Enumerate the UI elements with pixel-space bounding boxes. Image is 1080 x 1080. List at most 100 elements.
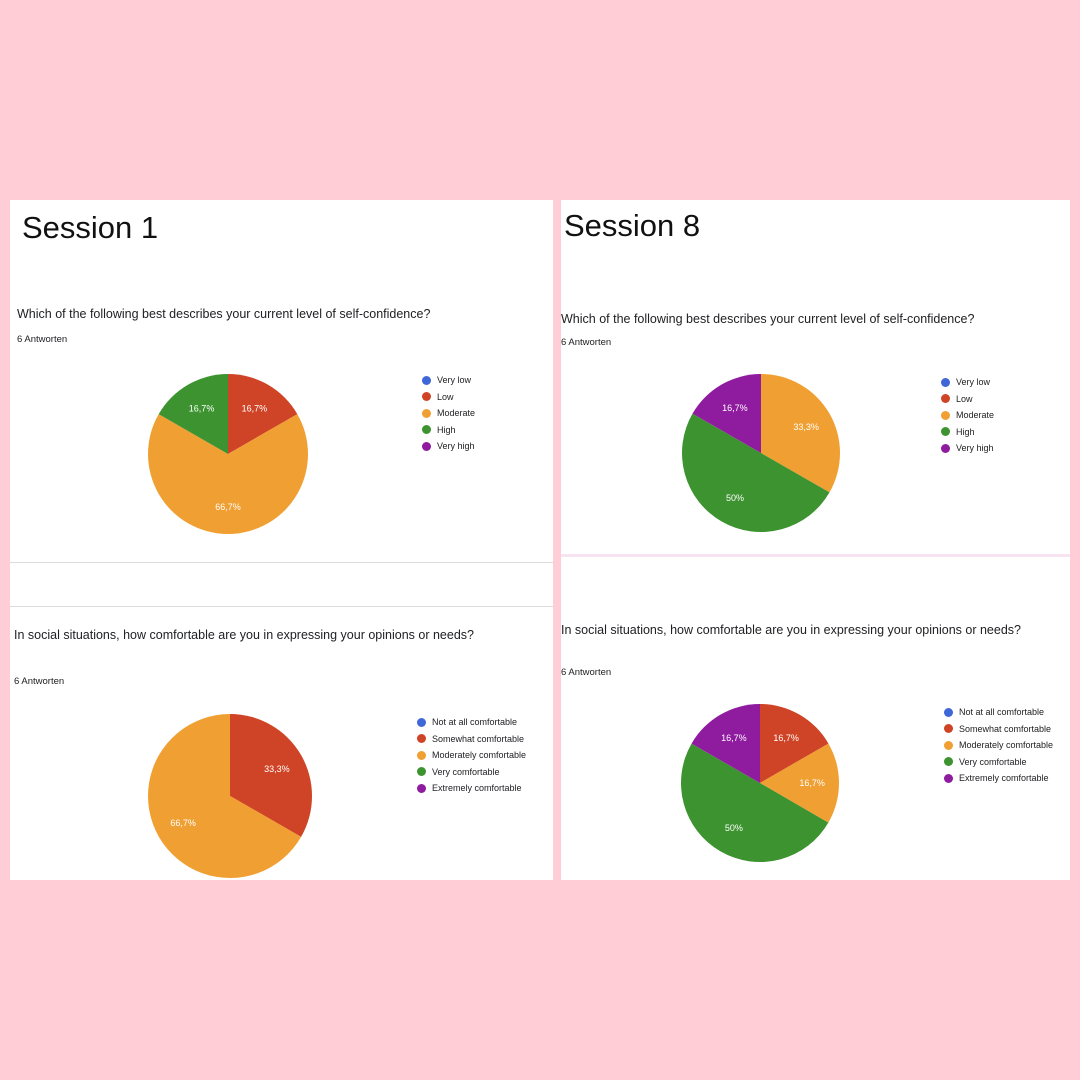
legend-swatch: [417, 750, 426, 760]
legend-swatch: [944, 773, 953, 783]
slice-label: 33,3%: [793, 422, 819, 432]
slice-label: 16,7%: [799, 778, 825, 788]
pie-slice: [158, 374, 228, 454]
legend-swatch: [941, 410, 950, 420]
legend-item: Somewhat comfortable: [944, 721, 1053, 738]
legend-swatch: [941, 394, 950, 404]
legend-item: Moderate: [422, 405, 475, 422]
legend-label: Extremely comfortable: [959, 773, 1049, 784]
divider: [561, 554, 1070, 557]
slice-label: 50%: [725, 823, 743, 833]
slice-label: 33,3%: [264, 764, 290, 774]
legend-label: Moderate: [437, 408, 476, 419]
slice-label: 16,7%: [189, 403, 215, 413]
legend-label: Very low: [437, 375, 472, 386]
legend-swatch: [944, 757, 953, 767]
legend-swatch: [944, 707, 953, 717]
legend-label: Very high: [956, 443, 994, 454]
session-8-panel: Session 8 Which of the following best de…: [561, 200, 1070, 880]
pie-slice: [760, 704, 829, 783]
response-count: 6 Antworten: [14, 676, 65, 687]
pie-slice: [691, 704, 760, 783]
response-count: 6 Antworten: [17, 334, 68, 345]
legend-swatch: [417, 783, 426, 793]
legend-swatch: [422, 425, 431, 435]
slice-label: 66,7%: [215, 502, 241, 512]
legend-label: Moderately comfortable: [432, 750, 527, 761]
chart-legend: Not at all comfortable Somewhat comfortab…: [944, 704, 1053, 787]
legend-swatch: [422, 408, 431, 418]
session-title: Session 1: [22, 210, 159, 245]
legend-item: Moderately comfortable: [944, 737, 1053, 754]
legend-label: Moderately comfortable: [959, 740, 1054, 751]
legend-label: Somewhat comfortable: [432, 733, 525, 744]
legend-swatch: [944, 740, 953, 750]
legend-item: Very comfortable: [417, 764, 526, 781]
session-1-panel: Session 1 Which of the following best de…: [10, 200, 553, 880]
slice-label: 50%: [726, 493, 744, 503]
question-title: Which of the following best describes yo…: [17, 307, 431, 321]
legend-item: High: [941, 424, 994, 441]
legend-item: Very low: [422, 372, 475, 389]
divider: [10, 606, 553, 607]
legend-swatch: [422, 441, 431, 451]
response-count: 6 Antworten: [561, 337, 612, 348]
legend-swatch: [941, 443, 950, 453]
legend-swatch: [417, 767, 426, 777]
slice-label: 66,7%: [170, 818, 196, 828]
legend-item: Low: [941, 391, 994, 408]
legend-label: Very low: [956, 377, 991, 388]
legend-swatch: [944, 724, 953, 734]
pie-slice: [761, 374, 840, 493]
legend-label: High: [437, 424, 456, 435]
legend-swatch: [941, 377, 950, 387]
legend-label: Very comfortable: [959, 756, 1027, 767]
pie-chart: 16,7% 66,7% 16,7%: [147, 374, 308, 534]
legend-item: Very high: [422, 438, 475, 455]
question-title: In social situations, how comfortable ar…: [14, 628, 474, 642]
legend-item: Very comfortable: [944, 754, 1053, 771]
legend-label: Somewhat comfortable: [959, 723, 1052, 734]
legend-label: Low: [437, 391, 454, 402]
session-title: Session 8: [564, 208, 701, 243]
question-title: Which of the following best describes yo…: [561, 312, 975, 326]
slice-label: 16,7%: [722, 403, 748, 413]
legend-item: Not at all comfortable: [944, 704, 1053, 721]
legend-label: Low: [956, 393, 973, 404]
slice-label: 16,7%: [773, 733, 799, 743]
legend-item: Low: [422, 389, 475, 406]
pie-slice: [682, 413, 830, 532]
legend-item: Moderately comfortable: [417, 747, 526, 764]
legend-swatch: [417, 717, 426, 727]
legend-label: Moderate: [956, 410, 995, 421]
divider: [10, 562, 553, 563]
chart-legend: Very low Low Moderate High Very high: [422, 372, 475, 455]
slice-label: 16,7%: [721, 733, 747, 743]
pie-slice: [147, 414, 308, 534]
chart-legend: Very low Low Moderate High Very high: [941, 374, 994, 457]
pie-slice: [230, 714, 312, 837]
legend-label: Extremely comfortable: [432, 783, 522, 794]
legend-item: Extremely comfortable: [944, 770, 1053, 787]
question-title: In social situations, how comfortable ar…: [561, 623, 1021, 637]
legend-item: Not at all comfortable: [417, 714, 526, 731]
pie-chart: 16,7% 16,7% 50% 16,7%: [681, 704, 839, 862]
pie-slice: [148, 714, 302, 878]
pie-slice: [760, 743, 839, 823]
legend-label: Very high: [437, 441, 475, 452]
legend-item: Moderate: [941, 407, 994, 424]
legend-label: Not at all comfortable: [959, 707, 1045, 718]
legend-swatch: [417, 734, 426, 744]
legend-label: Not at all comfortable: [432, 717, 518, 728]
pie-slice: [692, 374, 761, 453]
slice-label: 16,7%: [242, 403, 268, 413]
legend-item: Very low: [941, 374, 994, 391]
legend-swatch: [422, 392, 431, 402]
chart-legend: Not at all comfortable Somewhat comfortab…: [417, 714, 526, 797]
pie-slice: [228, 374, 298, 454]
response-count: 6 Antworten: [561, 667, 612, 678]
legend-swatch: [422, 375, 431, 385]
pie-chart: 33,3% 66,7%: [148, 714, 312, 878]
legend-label: High: [956, 426, 975, 437]
